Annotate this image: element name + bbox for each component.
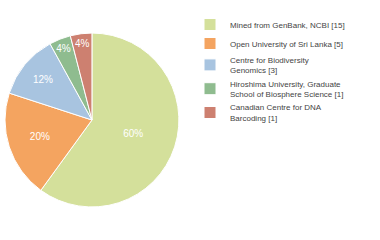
svg-text:4%: 4% xyxy=(75,38,90,49)
svg-text:Mined from GenBank, NCBI [15]: Mined from GenBank, NCBI [15] xyxy=(230,21,345,30)
svg-text:60%: 60% xyxy=(123,128,143,139)
svg-text:Centre for BiodiversityGenomic: Centre for BiodiversityGenomics [3] xyxy=(230,56,309,75)
svg-text:4%: 4% xyxy=(56,43,71,54)
svg-text:20%: 20% xyxy=(30,131,50,142)
svg-text:Canadian Centre for DNABarcodi: Canadian Centre for DNABarcoding [1] xyxy=(230,103,322,122)
svg-text:Hiroshima University, Graduate: Hiroshima University, GraduateSchool of … xyxy=(230,80,343,99)
svg-text:12%: 12% xyxy=(33,74,53,85)
svg-text:Open University of Sri Lanka [: Open University of Sri Lanka [5] xyxy=(230,40,343,49)
